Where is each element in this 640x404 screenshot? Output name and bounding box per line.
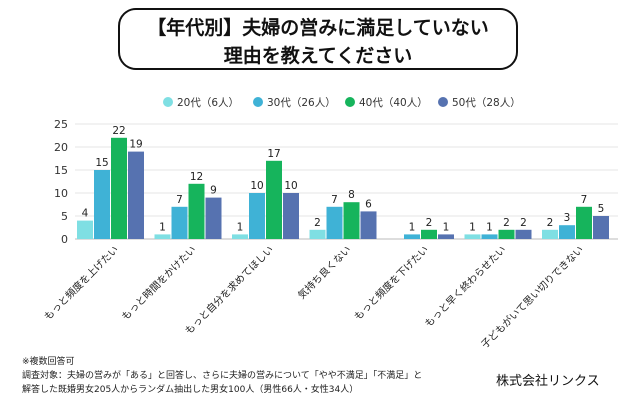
bar: [464, 234, 481, 239]
legend-label: 40代（40人）: [359, 97, 428, 109]
chart-title: 【年代別】夫婦の営みに満足していない 理由を教えてください: [118, 8, 518, 70]
note-survey-target: 調査対象：夫婦の営みが「ある」と回答し、さらに夫婦の営みについて「やや不満足」「…: [22, 371, 423, 381]
bar: [283, 193, 299, 239]
y-tick-label: 20: [54, 141, 68, 154]
y-tick-label: 15: [54, 164, 68, 177]
data-label: 10: [284, 180, 297, 192]
data-label: 1: [237, 221, 244, 233]
y-tick-label: 10: [54, 187, 68, 200]
data-label: 2: [314, 217, 321, 229]
bar: [94, 170, 110, 239]
category-label: もっと時間をかけたい: [119, 244, 198, 323]
data-label: 2: [547, 217, 554, 229]
bar: [188, 183, 205, 239]
title-line-1: 【年代別】夫婦の営みに満足していない: [147, 17, 489, 39]
bar: [249, 193, 265, 239]
data-label: 2: [520, 217, 527, 229]
bar: [309, 229, 326, 239]
data-label: 1: [159, 221, 166, 233]
data-label: 17: [267, 148, 280, 160]
y-tick-label: 5: [61, 210, 68, 223]
bar: [515, 229, 532, 239]
data-label: 5: [598, 203, 605, 215]
bar: [559, 225, 575, 239]
data-label: 1: [409, 221, 416, 233]
bar: [266, 160, 282, 239]
data-label: 1: [443, 221, 450, 233]
legend-label: 50代（28人）: [452, 97, 521, 109]
legend-marker: [345, 97, 355, 107]
bar: [154, 234, 171, 239]
category-label: もっと早く終わらせたい: [422, 243, 509, 330]
legend-marker: [253, 97, 263, 107]
bar: [593, 216, 609, 239]
data-label: 3: [564, 212, 571, 224]
y-tick-label: 0: [61, 233, 68, 246]
bar: [421, 229, 437, 239]
data-label: 19: [129, 139, 142, 151]
title-line-2: 理由を教えてください: [223, 45, 413, 67]
data-label: 6: [365, 198, 372, 210]
company-name: 株式会社リンクス: [496, 374, 600, 389]
bar: [438, 234, 454, 239]
bar: [576, 206, 592, 239]
data-label: 7: [176, 194, 183, 206]
bar: [498, 229, 515, 239]
legend-marker: [163, 97, 173, 107]
data-label: 8: [348, 189, 355, 201]
category-label: もっと自分を求めてほしい: [182, 243, 276, 337]
note-multiple-answers: ※複数回答可: [22, 357, 75, 367]
bar: [232, 234, 248, 239]
category-label: もっと頻度を上げたい: [41, 243, 121, 323]
data-label: 7: [331, 194, 338, 206]
category-label: 気持ち良くない: [295, 243, 354, 302]
data-label: 10: [250, 180, 263, 192]
y-tick-label: 25: [54, 118, 68, 131]
bar: [481, 234, 498, 239]
data-label: 1: [469, 221, 476, 233]
data-label: 2: [503, 217, 510, 229]
bar: [77, 220, 93, 239]
bar: [326, 206, 343, 239]
data-label: 2: [426, 217, 433, 229]
legend-label: 30代（26人）: [267, 97, 336, 109]
data-label: 22: [112, 125, 125, 137]
data-label: 15: [95, 157, 108, 169]
data-label: 12: [190, 171, 203, 183]
bar: [111, 137, 127, 239]
data-label: 4: [82, 208, 89, 220]
data-label: 9: [210, 185, 217, 197]
bar: [343, 202, 360, 239]
bar: [128, 151, 144, 239]
bar: [205, 197, 222, 239]
bar: [542, 229, 558, 239]
note-sample: 解答した既婚男女205人からランダム抽出した男女100人（男性66人・女性34人…: [22, 385, 359, 395]
bar: [404, 234, 420, 239]
bar: [171, 206, 188, 239]
data-label: 1: [486, 221, 493, 233]
category-label: もっと頻度を下げたい: [351, 243, 431, 323]
legend-marker: [438, 97, 448, 107]
legend-label: 20代（6人）: [177, 97, 239, 109]
bar: [360, 211, 377, 239]
data-label: 7: [581, 194, 588, 206]
